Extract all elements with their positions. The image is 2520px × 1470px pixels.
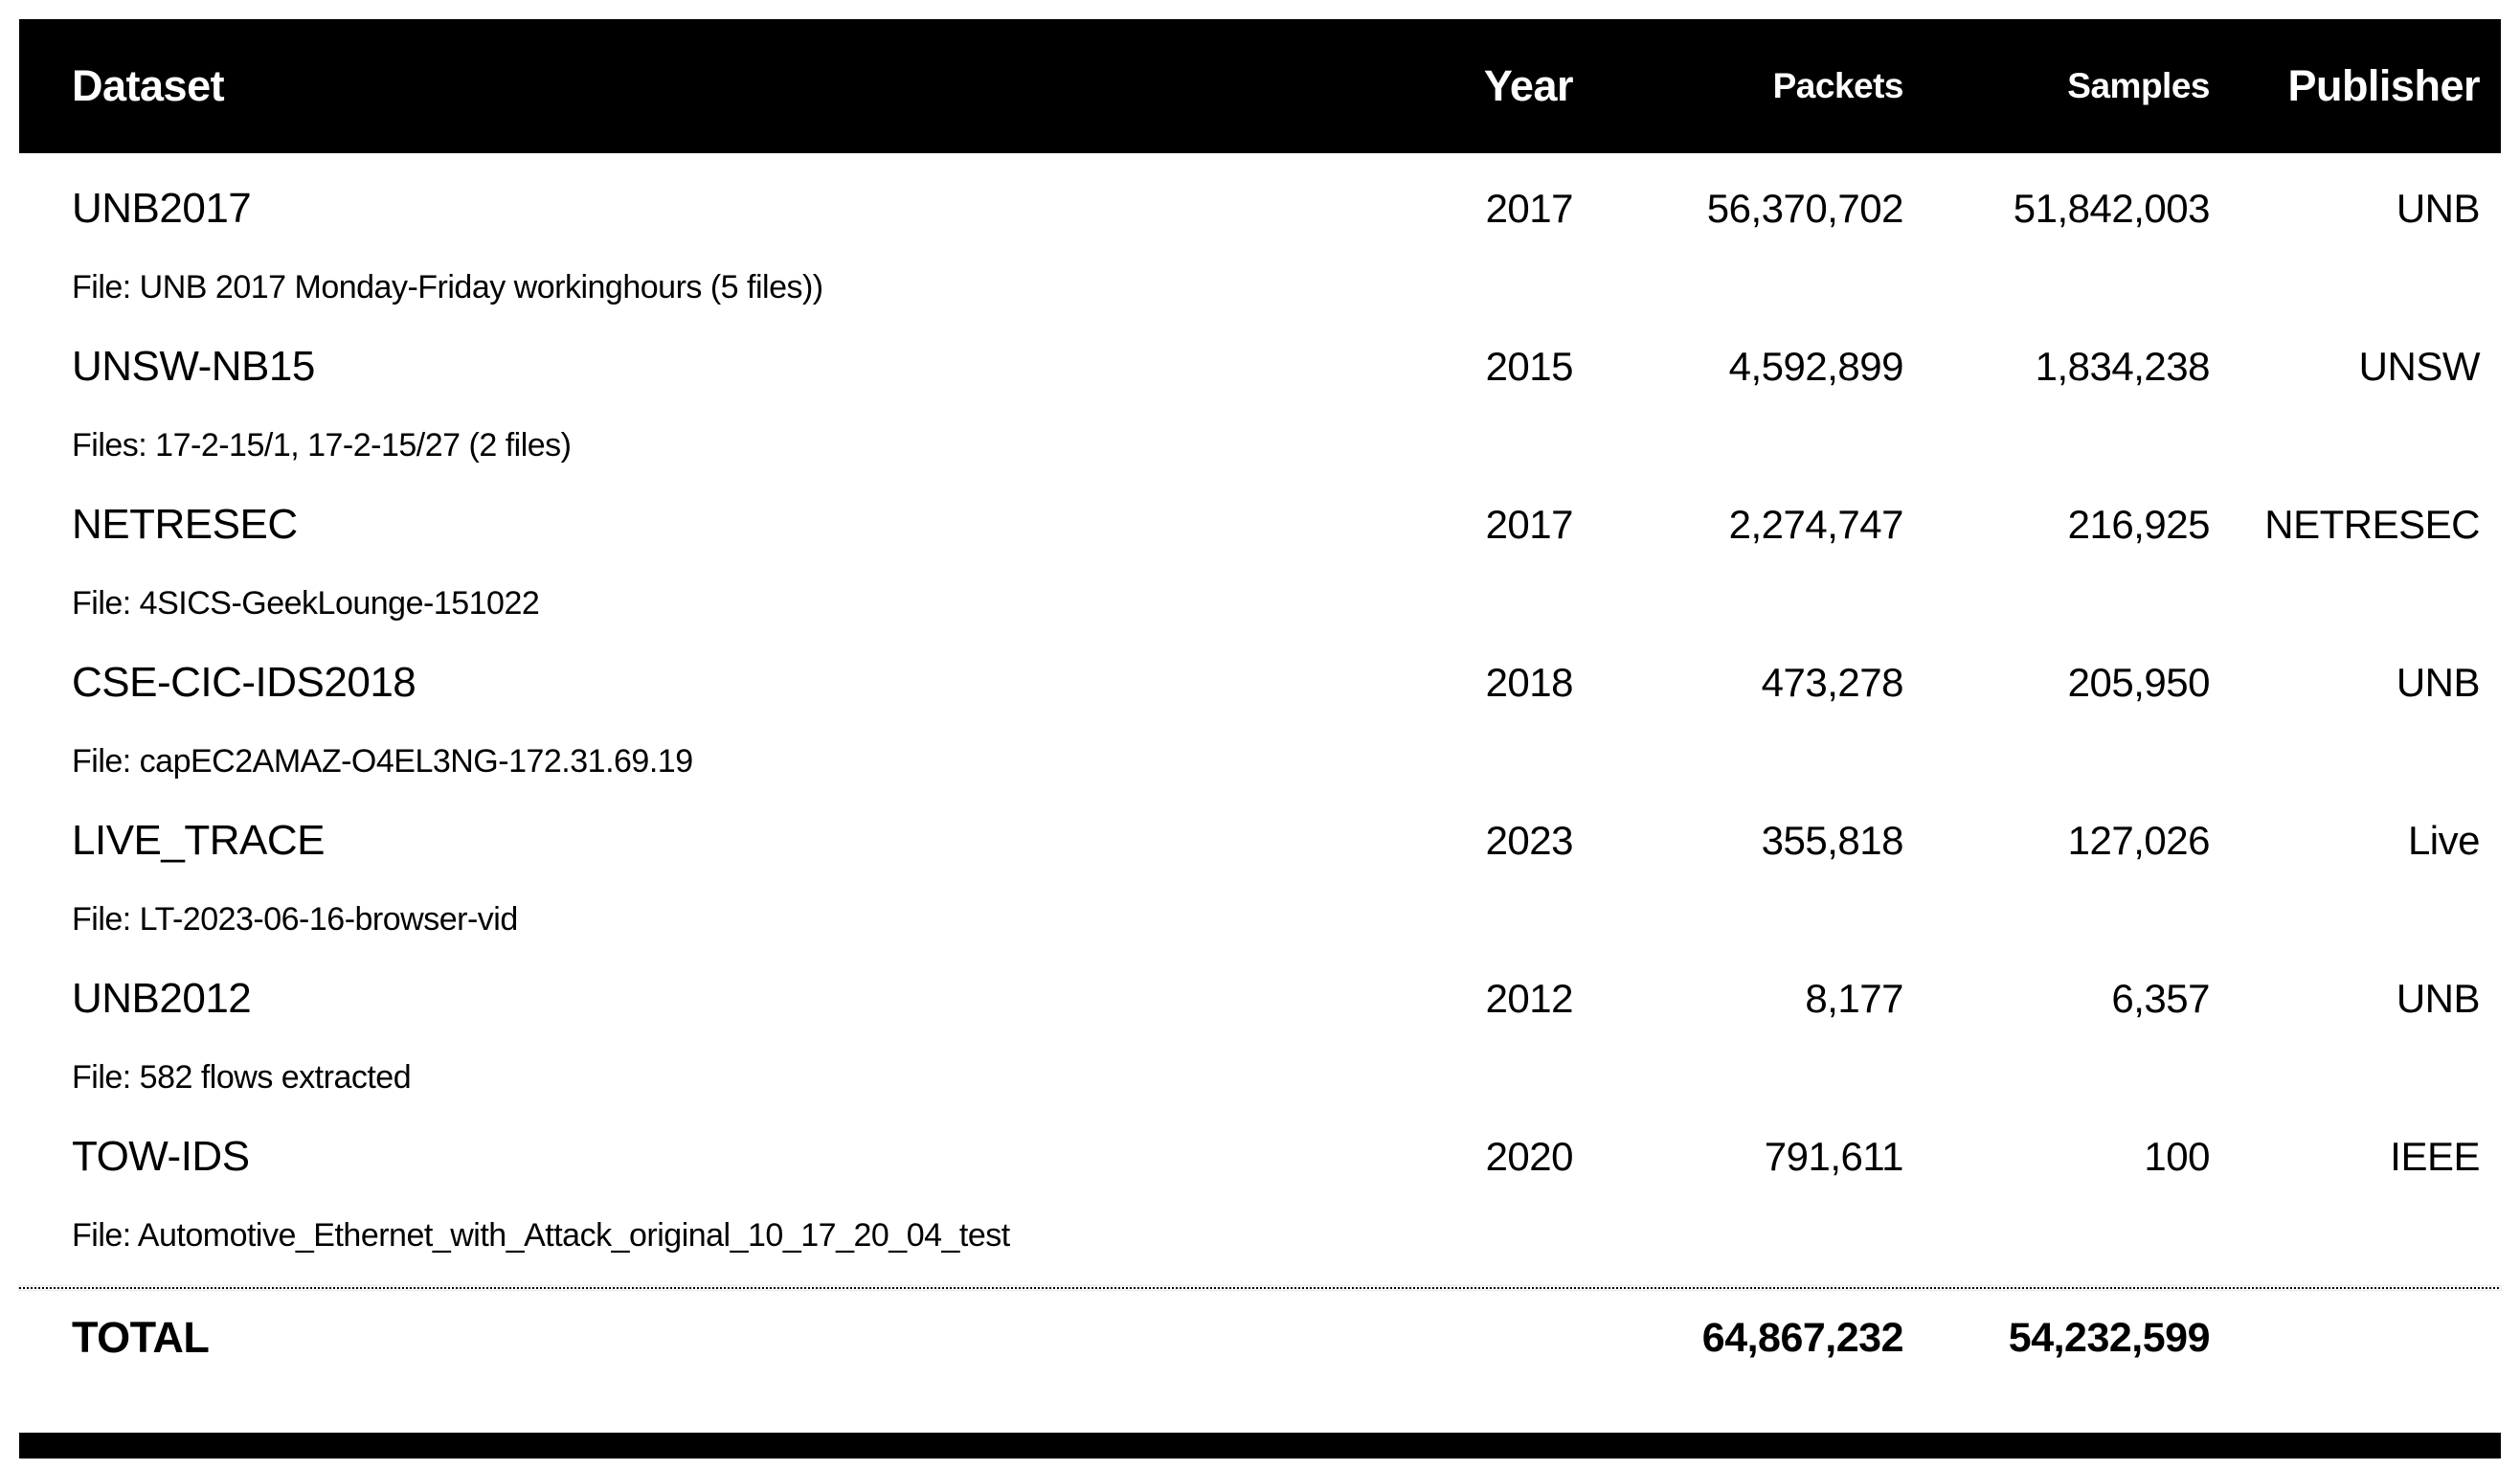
table-row-file: Files: 17-2-15/1, 17-2-15/27 (2 files) (19, 411, 2501, 481)
dataset-publisher: IEEE (2390, 1134, 2480, 1179)
total-samples: 54,232,599 (2008, 1314, 2211, 1361)
dataset-year: 2020 (1485, 1134, 1574, 1179)
dataset-year: 2012 (1485, 976, 1574, 1021)
dataset-name: LIVE_TRACE (72, 817, 325, 864)
dataset-year: 2017 (1485, 186, 1574, 231)
total-row: TOTAL 64,867,232 54,232,599 (19, 1290, 2501, 1386)
table-row-file: File: 582 flows extracted (19, 1043, 2501, 1113)
dataset-year: 2018 (1485, 660, 1574, 705)
table-row: LIVE_TRACE 2023 355,818 127,026 Live (19, 797, 2501, 885)
dataset-name: UNB2017 (72, 185, 252, 232)
table-row: UNB2017 2017 56,370,702 51,842,003 UNB (19, 165, 2501, 253)
col-header-samples: Samples (2067, 66, 2210, 105)
dataset-packets: 8,177 (1805, 976, 1903, 1021)
total-packets: 64,867,232 (1701, 1314, 1904, 1361)
total-label: TOTAL (72, 1313, 210, 1362)
col-header-dataset: Dataset (72, 61, 225, 110)
dataset-file: File: Automotive_Ethernet_with_Attack_or… (72, 1217, 1010, 1254)
table-body: UNB2017 2017 56,370,702 51,842,003 UNB F… (0, 165, 2520, 1271)
dataset-publisher: NETRESEC (2264, 502, 2480, 547)
dataset-publisher: UNSW (2358, 344, 2481, 389)
dataset-packets: 56,370,702 (1706, 186, 1904, 231)
dataset-publisher: UNB (2396, 976, 2481, 1021)
dataset-samples: 205,950 (2067, 660, 2211, 705)
dataset-samples: 127,026 (2067, 818, 2211, 863)
dataset-name: TOW-IDS (72, 1133, 250, 1180)
table-row: UNSW-NB15 2015 4,592,899 1,834,238 UNSW (19, 323, 2501, 411)
table-row: CSE-CIC-IDS2018 2018 473,278 205,950 UNB (19, 639, 2501, 727)
dataset-samples: 6,357 (2111, 976, 2210, 1021)
table-row-file: File: 4SICS-GeekLounge-151022 (19, 569, 2501, 639)
dataset-packets: 2,274,747 (1728, 502, 1904, 547)
dataset-publisher: Live (2407, 818, 2481, 863)
total-separator (18, 1285, 2502, 1291)
table-row-file: File: capEC2AMAZ-O4EL3NG-172.31.69.19 (19, 727, 2501, 797)
dataset-packets: 473,278 (1761, 660, 1904, 705)
table-row: NETRESEC 2017 2,274,747 216,925 NETRESEC (19, 481, 2501, 569)
col-header-packets: Packets (1772, 66, 1904, 105)
dataset-name: UNB2012 (72, 975, 252, 1022)
table-row: TOW-IDS 2020 791,611 100 IEEE (19, 1113, 2501, 1201)
dataset-file: File: capEC2AMAZ-O4EL3NG-172.31.69.19 (72, 743, 693, 780)
dataset-samples: 1,834,238 (2035, 344, 2211, 389)
table-header: Dataset Year Packets Samples Publisher (19, 19, 2501, 153)
dataset-file: File: LT-2023-06-16-browser-vid (72, 901, 518, 938)
dataset-file: File: 582 flows extracted (72, 1059, 412, 1096)
table-row-file: File: Automotive_Ethernet_with_Attack_or… (19, 1201, 2501, 1271)
table-row-file: File: UNB 2017 Monday-Friday workinghour… (19, 253, 2501, 323)
col-header-publisher: Publisher (2287, 61, 2480, 110)
dataset-name: UNSW-NB15 (72, 343, 315, 390)
dataset-name: NETRESEC (72, 501, 298, 548)
dataset-samples: 100 (2144, 1134, 2210, 1179)
dataset-file: Files: 17-2-15/1, 17-2-15/27 (2 files) (72, 427, 572, 464)
table-row-file: File: LT-2023-06-16-browser-vid (19, 885, 2501, 955)
table-row: UNB2012 2012 8,177 6,357 UNB (19, 955, 2501, 1043)
dataset-publisher: UNB (2396, 660, 2481, 705)
dataset-year: 2023 (1485, 818, 1574, 863)
dataset-packets: 4,592,899 (1728, 344, 1904, 389)
dataset-packets: 791,611 (1764, 1134, 1904, 1179)
dataset-packets: 355,818 (1761, 818, 1904, 863)
dataset-publisher: UNB (2396, 186, 2481, 231)
dataset-name: CSE-CIC-IDS2018 (72, 659, 416, 706)
dataset-samples: 216,925 (2067, 502, 2211, 547)
dataset-year: 2017 (1485, 502, 1574, 547)
dataset-file: File: 4SICS-GeekLounge-151022 (72, 585, 540, 622)
col-header-year: Year (1483, 61, 1574, 110)
dataset-year: 2015 (1485, 344, 1574, 389)
dataset-file: File: UNB 2017 Monday-Friday workinghour… (72, 269, 823, 305)
dataset-samples: 51,842,003 (2013, 186, 2211, 231)
bottom-rule (19, 1433, 2501, 1459)
